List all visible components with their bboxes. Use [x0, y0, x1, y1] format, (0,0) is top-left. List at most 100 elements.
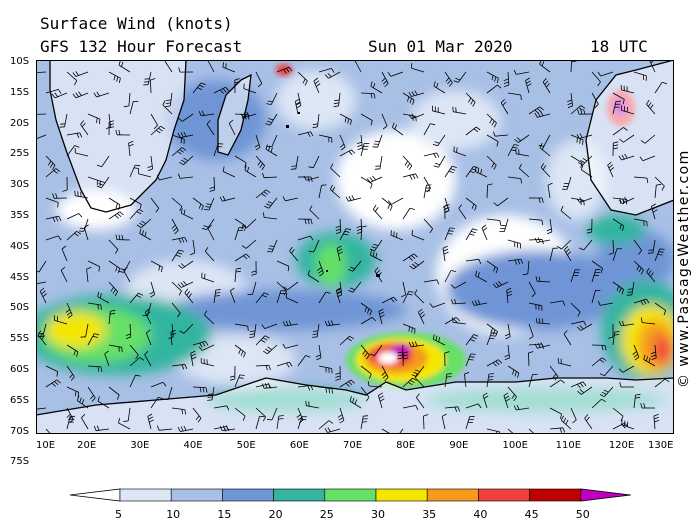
wind-barb — [171, 218, 179, 231]
wind-barb — [255, 189, 267, 199]
wind-barb-feather — [571, 60, 577, 63]
wind-barb — [402, 92, 415, 101]
wind-barb-feather — [376, 269, 381, 274]
wind-barb-feather — [387, 200, 392, 205]
wind-barb-feather — [436, 279, 440, 285]
wind-barb-feather — [214, 295, 220, 297]
wind-barb — [580, 323, 593, 331]
wind-barb-feather — [286, 362, 290, 368]
wind-barb — [633, 298, 647, 304]
wind-barb-feather — [362, 421, 368, 423]
wind-barb — [264, 217, 278, 220]
wind-barb-feather — [41, 290, 46, 295]
wind-barb-feather — [635, 396, 641, 399]
wind-barb — [159, 428, 173, 431]
colorbar-segment — [478, 488, 530, 502]
wind-barb-feather — [659, 248, 665, 250]
wind-barb — [633, 395, 636, 409]
wind-barb — [86, 269, 89, 283]
wind-barb — [213, 176, 215, 191]
wind-barb-feather — [579, 197, 583, 202]
colorbar-segment — [69, 488, 121, 502]
wind-barb-feather — [123, 420, 129, 422]
wind-barb-feather — [434, 141, 440, 144]
wind-barb-feather — [369, 353, 375, 356]
colorbar-segment — [529, 488, 582, 502]
wind-barb-feather — [165, 105, 171, 107]
wind-barb-feather — [349, 396, 352, 402]
wind-barb — [252, 281, 257, 295]
wind-barb-feather — [336, 245, 342, 249]
wind-barb-feather — [471, 336, 477, 340]
wind-barb — [192, 386, 207, 388]
wind-barb — [150, 155, 153, 169]
wind-barb — [654, 302, 666, 311]
wind-barb-feather — [283, 286, 288, 291]
wind-barb-feather — [367, 308, 370, 314]
wind-barb-feather — [517, 372, 520, 378]
wind-barb-feather — [601, 345, 604, 351]
wind-barb — [271, 407, 278, 421]
wind-barb — [234, 227, 240, 241]
wind-barb-feather — [378, 308, 384, 312]
wind-barb — [402, 207, 411, 220]
wind-barb-feather — [267, 251, 273, 253]
wind-barb — [255, 407, 266, 418]
wind-barb-feather — [150, 78, 156, 81]
wind-barb-feather — [115, 234, 118, 240]
wind-barb-feather — [541, 318, 544, 324]
wind-barb — [411, 67, 425, 73]
wind-barb-feather — [609, 167, 615, 171]
wind-barb — [653, 415, 656, 430]
wind-barb-feather — [191, 356, 197, 360]
wind-barb — [66, 71, 77, 81]
wind-barb-feather — [204, 246, 209, 252]
wind-barb — [475, 171, 488, 178]
wind-barb-feather — [98, 183, 104, 186]
wind-barb-feather — [247, 166, 250, 172]
wind-barb — [276, 66, 290, 73]
wind-barb — [423, 185, 427, 199]
wind-barb-feather — [266, 103, 272, 105]
wind-barb — [66, 344, 79, 353]
wind-barb-feather — [512, 369, 515, 375]
colorbar-value: 35 — [422, 508, 437, 521]
wind-barb-feather — [408, 91, 412, 97]
wind-barb-feather — [504, 84, 510, 87]
wind-barb-feather — [147, 413, 153, 417]
wind-barb-feather — [47, 160, 52, 166]
wind-barb-feather — [576, 198, 581, 203]
wind-barb — [66, 145, 76, 157]
wind-barb-feather — [364, 306, 368, 312]
wind-barb-feather — [414, 341, 418, 347]
wind-barb — [141, 218, 152, 228]
wind-barb-feather — [225, 425, 229, 431]
wind-barb — [654, 248, 661, 262]
wind-barb — [255, 134, 261, 148]
wind-barb-feather — [264, 335, 270, 339]
wind-barb-feather — [520, 94, 522, 101]
wind-barb — [192, 340, 206, 346]
wind-barb — [381, 428, 392, 434]
wind-barb — [36, 407, 47, 410]
longitude-label: 110E — [555, 440, 582, 451]
wind-barb-feather — [475, 270, 478, 276]
wind-barb-feather — [89, 395, 94, 400]
wind-barb — [271, 239, 278, 253]
wind-barb-feather — [418, 308, 423, 313]
wind-barb-feather — [446, 373, 452, 375]
wind-barb-feather — [98, 266, 101, 272]
wind-barb-feather — [514, 138, 519, 143]
wind-barb-feather — [389, 205, 393, 211]
wind-barb — [486, 323, 498, 333]
wind-barb — [402, 377, 413, 388]
wind-barb-feather — [638, 267, 642, 273]
wind-barb — [549, 427, 563, 430]
wind-barb-feather — [478, 259, 482, 265]
wind-barb-feather — [487, 379, 494, 381]
wind-barb — [352, 281, 362, 293]
wind-barb-feather — [333, 102, 340, 105]
wind-barb — [444, 374, 448, 388]
wind-barb — [433, 338, 446, 346]
wind-barb — [612, 332, 615, 346]
